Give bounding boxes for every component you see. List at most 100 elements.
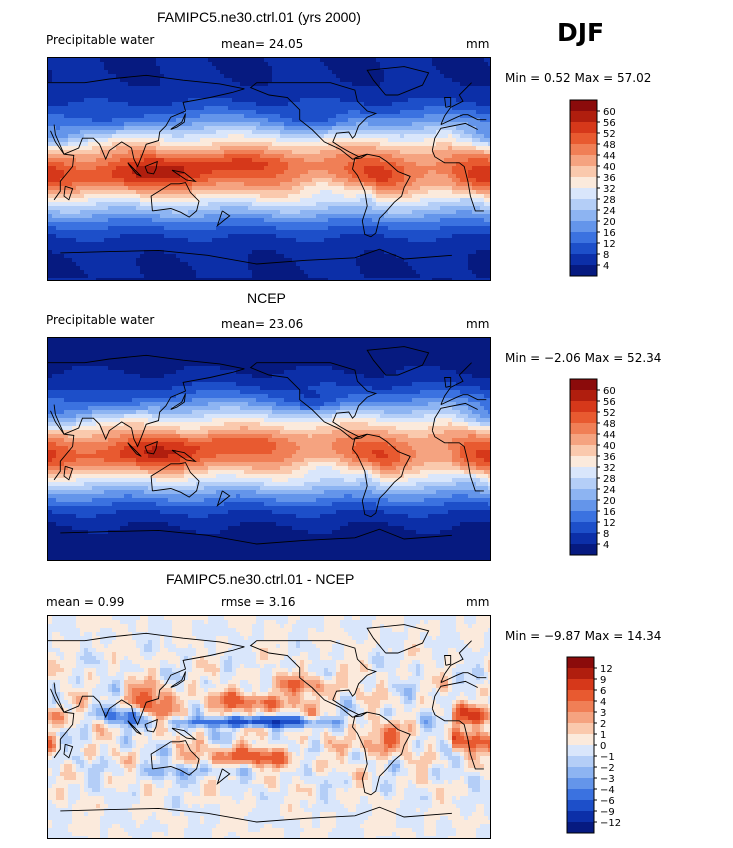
heatmap-cell <box>180 94 185 99</box>
heatmap-cell <box>372 202 377 207</box>
heatmap-cell <box>172 98 177 103</box>
heatmap-cell <box>220 114 225 119</box>
heatmap-cell <box>88 158 93 163</box>
heatmap-cell <box>220 174 225 179</box>
heatmap-cell <box>404 106 409 111</box>
heatmap-cell <box>104 86 109 91</box>
heatmap-cell <box>456 110 461 115</box>
heatmap-cell <box>64 134 69 139</box>
heatmap-cell <box>400 162 405 167</box>
heatmap-cell <box>276 226 281 231</box>
heatmap-cell <box>480 114 485 119</box>
heatmap-cell <box>272 134 277 139</box>
heatmap-cell <box>360 90 365 95</box>
heatmap-cell <box>164 138 169 143</box>
heatmap-cell <box>488 222 490 227</box>
heatmap-cell <box>192 106 197 111</box>
heatmap-cell <box>60 198 65 203</box>
heatmap-cell <box>268 58 273 63</box>
heatmap-cell <box>428 134 433 139</box>
heatmap-cell <box>464 98 469 103</box>
heatmap-cell <box>412 162 417 167</box>
heatmap-cell <box>404 134 409 139</box>
heatmap-cell <box>432 234 437 239</box>
heatmap-cell <box>152 206 157 211</box>
heatmap-cell <box>488 166 490 171</box>
heatmap-cell <box>324 186 329 191</box>
heatmap-cell <box>256 106 261 111</box>
heatmap-cell <box>440 230 445 235</box>
heatmap-cell <box>292 74 297 79</box>
heatmap-cell <box>220 58 225 63</box>
heatmap-cell <box>264 170 269 175</box>
heatmap-cell <box>460 198 465 203</box>
heatmap-cell <box>172 162 177 167</box>
heatmap-cell <box>184 138 189 143</box>
heatmap-cell <box>308 234 313 239</box>
heatmap-cell <box>348 234 353 239</box>
heatmap-cell <box>364 126 369 131</box>
heatmap-cell <box>128 174 133 179</box>
heatmap-cell <box>52 230 57 235</box>
heatmap-cell <box>396 174 401 179</box>
heatmap-cell <box>84 58 89 63</box>
heatmap-cell <box>460 230 465 235</box>
heatmap-cell <box>256 234 261 239</box>
heatmap-cell <box>432 146 437 151</box>
panel-1-title: FAMIPC5.ne30.ctrl.01 (yrs 2000) <box>157 9 361 25</box>
heatmap-cell <box>212 130 217 135</box>
heatmap-cell <box>380 138 385 143</box>
heatmap-cell <box>488 70 490 75</box>
heatmap-cell <box>272 70 277 75</box>
heatmap-cell <box>56 158 61 163</box>
heatmap-cell <box>124 186 129 191</box>
heatmap-cell <box>52 114 57 119</box>
heatmap-cell <box>204 158 209 163</box>
heatmap-cell <box>360 198 365 203</box>
heatmap-cell <box>352 170 357 175</box>
heatmap-cell <box>384 114 389 119</box>
heatmap-cell <box>200 150 205 155</box>
heatmap-cell <box>412 178 417 183</box>
heatmap-cell <box>480 206 485 211</box>
heatmap-cell <box>428 170 433 175</box>
heatmap-cell <box>228 98 233 103</box>
heatmap-cell <box>252 166 257 171</box>
heatmap-cell <box>364 110 369 115</box>
heatmap-cell <box>468 106 473 111</box>
heatmap-cell <box>380 214 385 219</box>
heatmap-cell <box>48 190 53 195</box>
heatmap-cell <box>156 190 161 195</box>
heatmap-cell <box>156 106 161 111</box>
heatmap-cell <box>76 158 81 163</box>
heatmap-cell <box>424 198 429 203</box>
heatmap-cell <box>472 74 477 79</box>
heatmap-cell <box>432 170 437 175</box>
heatmap-cell <box>356 206 361 211</box>
heatmap-cell <box>288 66 293 71</box>
heatmap-cell <box>280 150 285 155</box>
heatmap-cell <box>72 234 77 239</box>
heatmap-cell <box>264 198 269 203</box>
heatmap-cell <box>72 62 77 67</box>
heatmap-cell <box>244 150 249 155</box>
heatmap-cell <box>348 162 353 167</box>
heatmap-cell <box>344 142 349 147</box>
heatmap-cell <box>288 134 293 139</box>
heatmap-cell <box>432 214 437 219</box>
heatmap-cell <box>264 190 269 195</box>
heatmap-cell <box>364 74 369 79</box>
heatmap-cell <box>64 106 69 111</box>
heatmap-cell <box>292 134 297 139</box>
heatmap-cell <box>120 118 125 123</box>
heatmap-cell <box>168 102 173 107</box>
heatmap-cell <box>300 90 305 95</box>
heatmap-cell <box>200 194 205 199</box>
heatmap-cell <box>336 190 341 195</box>
heatmap-cell <box>268 118 273 123</box>
heatmap-cell <box>96 202 101 207</box>
heatmap-cell <box>80 114 85 119</box>
heatmap-cell <box>168 82 173 87</box>
heatmap-cell <box>164 86 169 91</box>
heatmap-cell <box>456 126 461 131</box>
